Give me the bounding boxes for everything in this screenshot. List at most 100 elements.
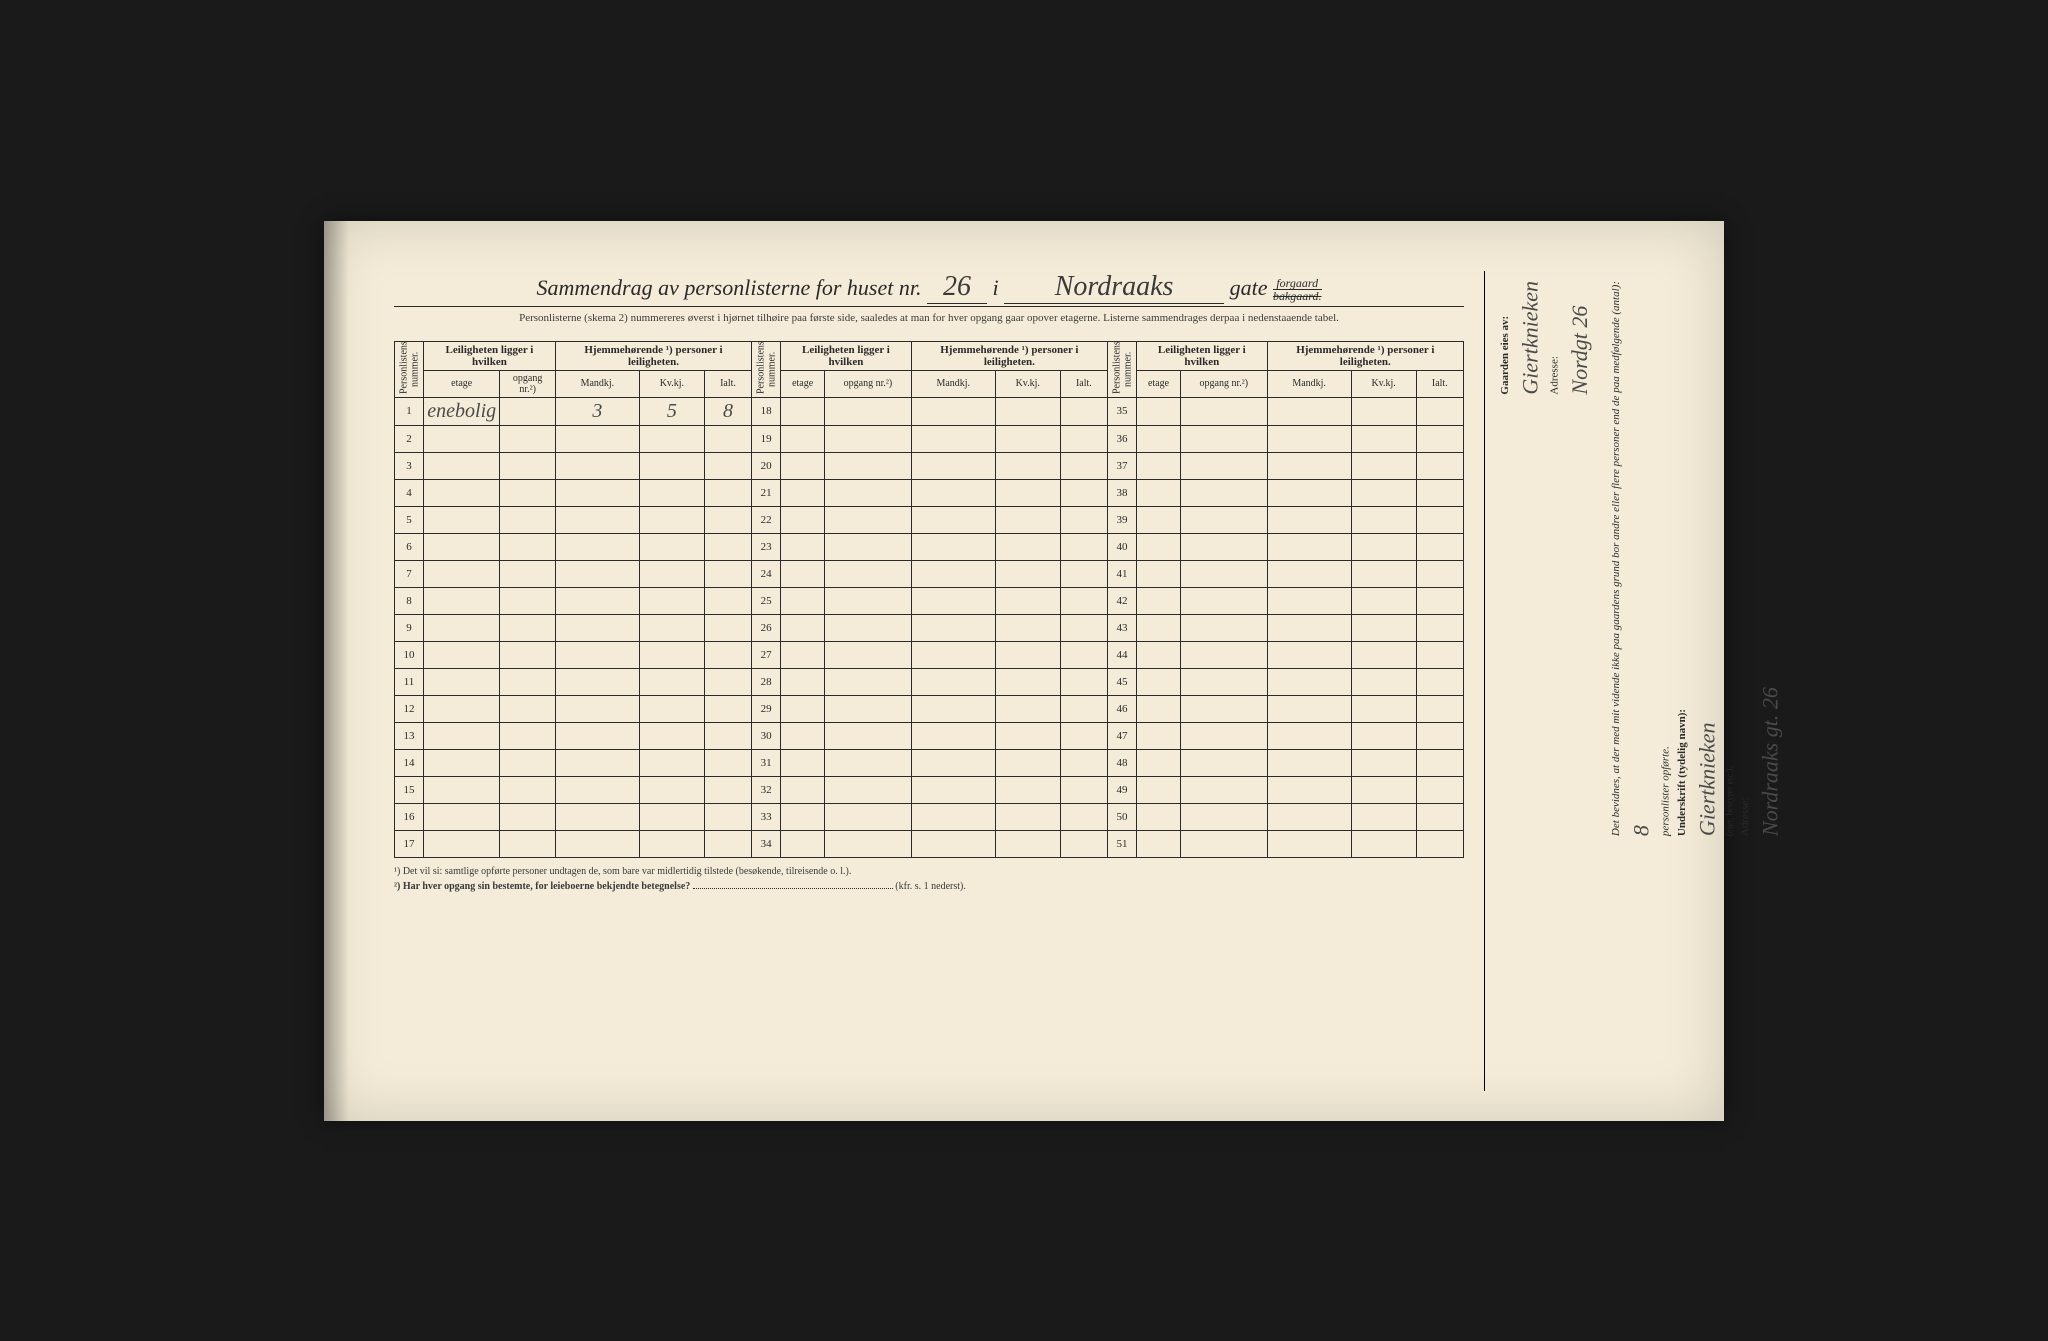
cell	[1060, 425, 1107, 452]
cell	[1416, 749, 1463, 776]
cell	[1267, 452, 1351, 479]
cell	[825, 695, 912, 722]
cell	[1416, 803, 1463, 830]
cell	[1137, 668, 1181, 695]
left-section: Sammendrag av personlisterne for huset n…	[394, 271, 1484, 1091]
row-number: 41	[1108, 560, 1137, 587]
cell	[825, 533, 912, 560]
cell	[639, 641, 704, 668]
cell	[1181, 397, 1268, 425]
row-number: 32	[752, 776, 781, 803]
cell	[995, 641, 1060, 668]
cell	[825, 452, 912, 479]
cell	[1416, 506, 1463, 533]
cell	[1181, 452, 1268, 479]
row-number: 45	[1108, 668, 1137, 695]
cell	[1060, 641, 1107, 668]
cell	[1060, 560, 1107, 587]
right-col-1: Gaarden eies av: Giertknieken Adresse: N…	[1493, 271, 1600, 1091]
col-mandkj-a: Mandkj.	[555, 370, 639, 397]
cell	[1351, 668, 1416, 695]
cell	[911, 533, 995, 560]
owner-block: Gaarden eies av: Giertknieken Adresse: N…	[1493, 271, 1600, 405]
cell	[781, 479, 825, 506]
cell	[1351, 479, 1416, 506]
cell	[704, 533, 751, 560]
cell	[555, 614, 639, 641]
cell	[1060, 695, 1107, 722]
cell	[704, 587, 751, 614]
cell	[555, 641, 639, 668]
row-number: 8	[395, 587, 424, 614]
cell	[1137, 533, 1181, 560]
cell	[1267, 722, 1351, 749]
cell	[555, 668, 639, 695]
cell	[911, 560, 995, 587]
col-hjemme-b: Hjemmehørende ¹) personer i leiligheten.	[911, 341, 1107, 370]
cell	[1137, 830, 1181, 857]
cell	[1137, 587, 1181, 614]
cell	[1351, 722, 1416, 749]
cell	[1181, 803, 1268, 830]
cell	[1181, 614, 1268, 641]
cell	[1351, 695, 1416, 722]
cell	[704, 695, 751, 722]
cell	[995, 695, 1060, 722]
cell	[424, 749, 500, 776]
col-hjemme-c: Hjemmehørende ¹) personer i leiligheten.	[1267, 341, 1463, 370]
cell	[1181, 776, 1268, 803]
cell	[1267, 397, 1351, 425]
cell	[555, 533, 639, 560]
row-number: 25	[752, 587, 781, 614]
col-leiligheten-c: Leiligheten ligger i hvilken	[1137, 341, 1268, 370]
cell	[1416, 425, 1463, 452]
cell	[500, 641, 555, 668]
cell	[1416, 830, 1463, 857]
table-row: 173451	[395, 830, 1464, 857]
cell	[1181, 668, 1268, 695]
cell	[1181, 722, 1268, 749]
title-prefix: Sammendrag av personlisterne for huset n…	[536, 275, 921, 300]
cell	[1416, 776, 1463, 803]
cell	[1137, 695, 1181, 722]
col-mandkj-b: Mandkj.	[911, 370, 995, 397]
row-number: 15	[395, 776, 424, 803]
underskrift-label: Underskrift (tydelig navn):	[1674, 281, 1691, 836]
row-number: 14	[395, 749, 424, 776]
cell	[1351, 776, 1416, 803]
col-personlistens-c: Personlistens nummer.	[1108, 341, 1137, 397]
cell	[1267, 695, 1351, 722]
cell	[1267, 641, 1351, 668]
cell	[911, 479, 995, 506]
cell	[781, 397, 825, 425]
cell	[1267, 560, 1351, 587]
row-number: 19	[752, 425, 781, 452]
table-row: 32037	[395, 452, 1464, 479]
cell	[1416, 641, 1463, 668]
cell	[1137, 803, 1181, 830]
col-etage-c: etage	[1137, 370, 1181, 397]
cell: 3	[555, 397, 639, 425]
cell	[1267, 668, 1351, 695]
row-number: 1	[395, 397, 424, 425]
cell	[1060, 749, 1107, 776]
cell	[1267, 614, 1351, 641]
cell	[1351, 506, 1416, 533]
row-number: 10	[395, 641, 424, 668]
cell	[1060, 722, 1107, 749]
cell	[555, 722, 639, 749]
cell	[500, 614, 555, 641]
cell	[995, 722, 1060, 749]
cell	[995, 803, 1060, 830]
cell	[500, 776, 555, 803]
cell	[1181, 533, 1268, 560]
cell	[1137, 397, 1181, 425]
row-number: 47	[1108, 722, 1137, 749]
cell	[639, 533, 704, 560]
footnote-2: ²) Har hver opgang sin bestemte, for lei…	[394, 879, 1464, 894]
cell	[825, 587, 912, 614]
footnote-2a: ²) Har hver opgang sin bestemte, for lei…	[394, 881, 690, 892]
cell	[424, 641, 500, 668]
cell	[1060, 668, 1107, 695]
cell	[555, 425, 639, 452]
